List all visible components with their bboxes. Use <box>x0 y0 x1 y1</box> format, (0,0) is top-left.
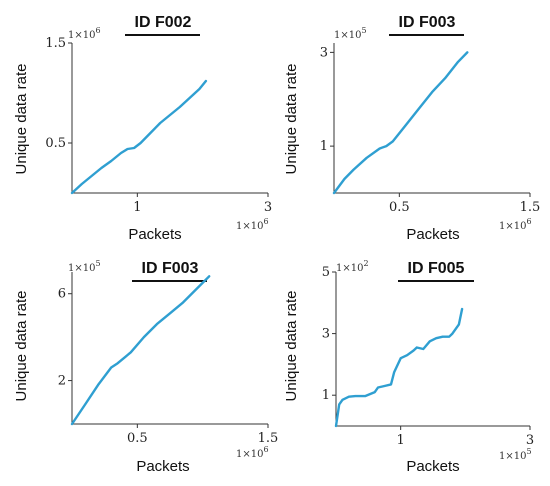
chart-panel-4: ID F005 1×102 1×105 Unique data rate Pac… <box>270 246 540 486</box>
chart-3-ticks: 2 6 0.5 1.5 <box>58 287 279 446</box>
chart-1-y-tick-label-0: 0.5 <box>45 136 66 151</box>
chart-4-axes <box>335 272 530 427</box>
chart-2-y-multiplier: 1×105 <box>334 26 367 41</box>
chart-3-title: ID F003 <box>142 260 199 277</box>
chart-2-y-tick-label-0: 1 <box>320 139 328 154</box>
chart-2-xlabel: Packets <box>406 226 459 243</box>
chart-2-x-tick-label-0: 0.5 <box>389 200 410 215</box>
chart-panel-1: ID F002 1×106 1×106 Unique data rate Pac… <box>0 0 272 243</box>
chart-1-ylabel: Unique data rate <box>13 64 30 175</box>
chart-panel-2: ID F003 1×105 1×106 Unique data rate Pac… <box>270 0 541 243</box>
chart-2-title: ID F003 <box>399 14 456 31</box>
chart-4-ylabel: Unique data rate <box>283 291 300 402</box>
chart-3-x-tick-label-1: 1.5 <box>258 431 279 446</box>
chart-panel-3: ID F003 1×105 1×106 Unique data rate Pac… <box>0 246 278 486</box>
chart-1-x-tick-label-0: 1 <box>133 200 141 215</box>
chart-3-svg: ID F003 1×105 1×106 Unique data rate Pac… <box>13 259 278 475</box>
chart-1-svg: ID F002 1×106 1×106 Unique data rate Pac… <box>13 14 272 243</box>
chart-4-y-tick-label-0: 1 <box>322 388 330 403</box>
chart-4-svg: ID F005 1×102 1×105 Unique data rate Pac… <box>283 259 534 475</box>
chart-2-ylabel: Unique data rate <box>283 64 300 175</box>
chart-1-y-multiplier: 1×106 <box>68 26 101 41</box>
chart-3-x-tick-label-0: 0.5 <box>127 431 148 446</box>
chart-2-axes <box>333 43 530 194</box>
chart-2-svg: ID F003 1×105 1×106 Unique data rate Pac… <box>283 14 541 243</box>
chart-1-x-multiplier: 1×106 <box>236 217 269 232</box>
chart-4-y-multiplier: 1×102 <box>336 259 369 274</box>
chart-4-x-multiplier: 1×105 <box>499 447 532 462</box>
chart-2-y-tick-label-1: 3 <box>320 45 328 60</box>
chart-4-ticks: 1 3 5 1 3 <box>322 265 534 448</box>
chart-2-ticks: 1 3 0.5 1.5 <box>320 45 541 215</box>
chart-4-series-line <box>334 307 464 428</box>
chart-1-ticks: 0.5 1.5 1 3 <box>45 36 272 215</box>
chart-2-x-multiplier: 1×106 <box>499 217 532 232</box>
chart-4-x-tick-label-1: 3 <box>526 433 534 448</box>
chart-3-x-multiplier: 1×106 <box>236 445 269 460</box>
chart-4-x-tick-label-0: 1 <box>397 433 405 448</box>
chart-3-ylabel: Unique data rate <box>13 291 30 402</box>
chart-4-y-tick-label-2: 5 <box>322 265 330 280</box>
chart-1-x-tick-label-1: 3 <box>264 200 272 215</box>
chart-3-xlabel: Packets <box>136 458 189 475</box>
chart-1-title: ID F002 <box>135 14 192 31</box>
chart-4-xlabel: Packets <box>406 458 459 475</box>
chart-3-series-line <box>70 275 211 426</box>
chart-2-series-line <box>332 51 469 195</box>
chart-1-xlabel: Packets <box>128 226 181 243</box>
chart-3-y-tick-label-1: 6 <box>58 287 66 302</box>
chart-3-y-multiplier: 1×105 <box>68 259 101 274</box>
chart-1-y-tick-label-1: 1.5 <box>45 36 66 51</box>
chart-1-series-line <box>70 79 208 195</box>
chart-1-axes <box>71 43 268 194</box>
chart-4-title: ID F005 <box>408 260 465 277</box>
chart-4-y-tick-label-1: 3 <box>322 327 330 342</box>
chart-3-axes <box>71 272 268 425</box>
chart-3-y-tick-label-0: 2 <box>58 374 66 389</box>
chart-2-x-tick-label-1: 1.5 <box>520 200 541 215</box>
